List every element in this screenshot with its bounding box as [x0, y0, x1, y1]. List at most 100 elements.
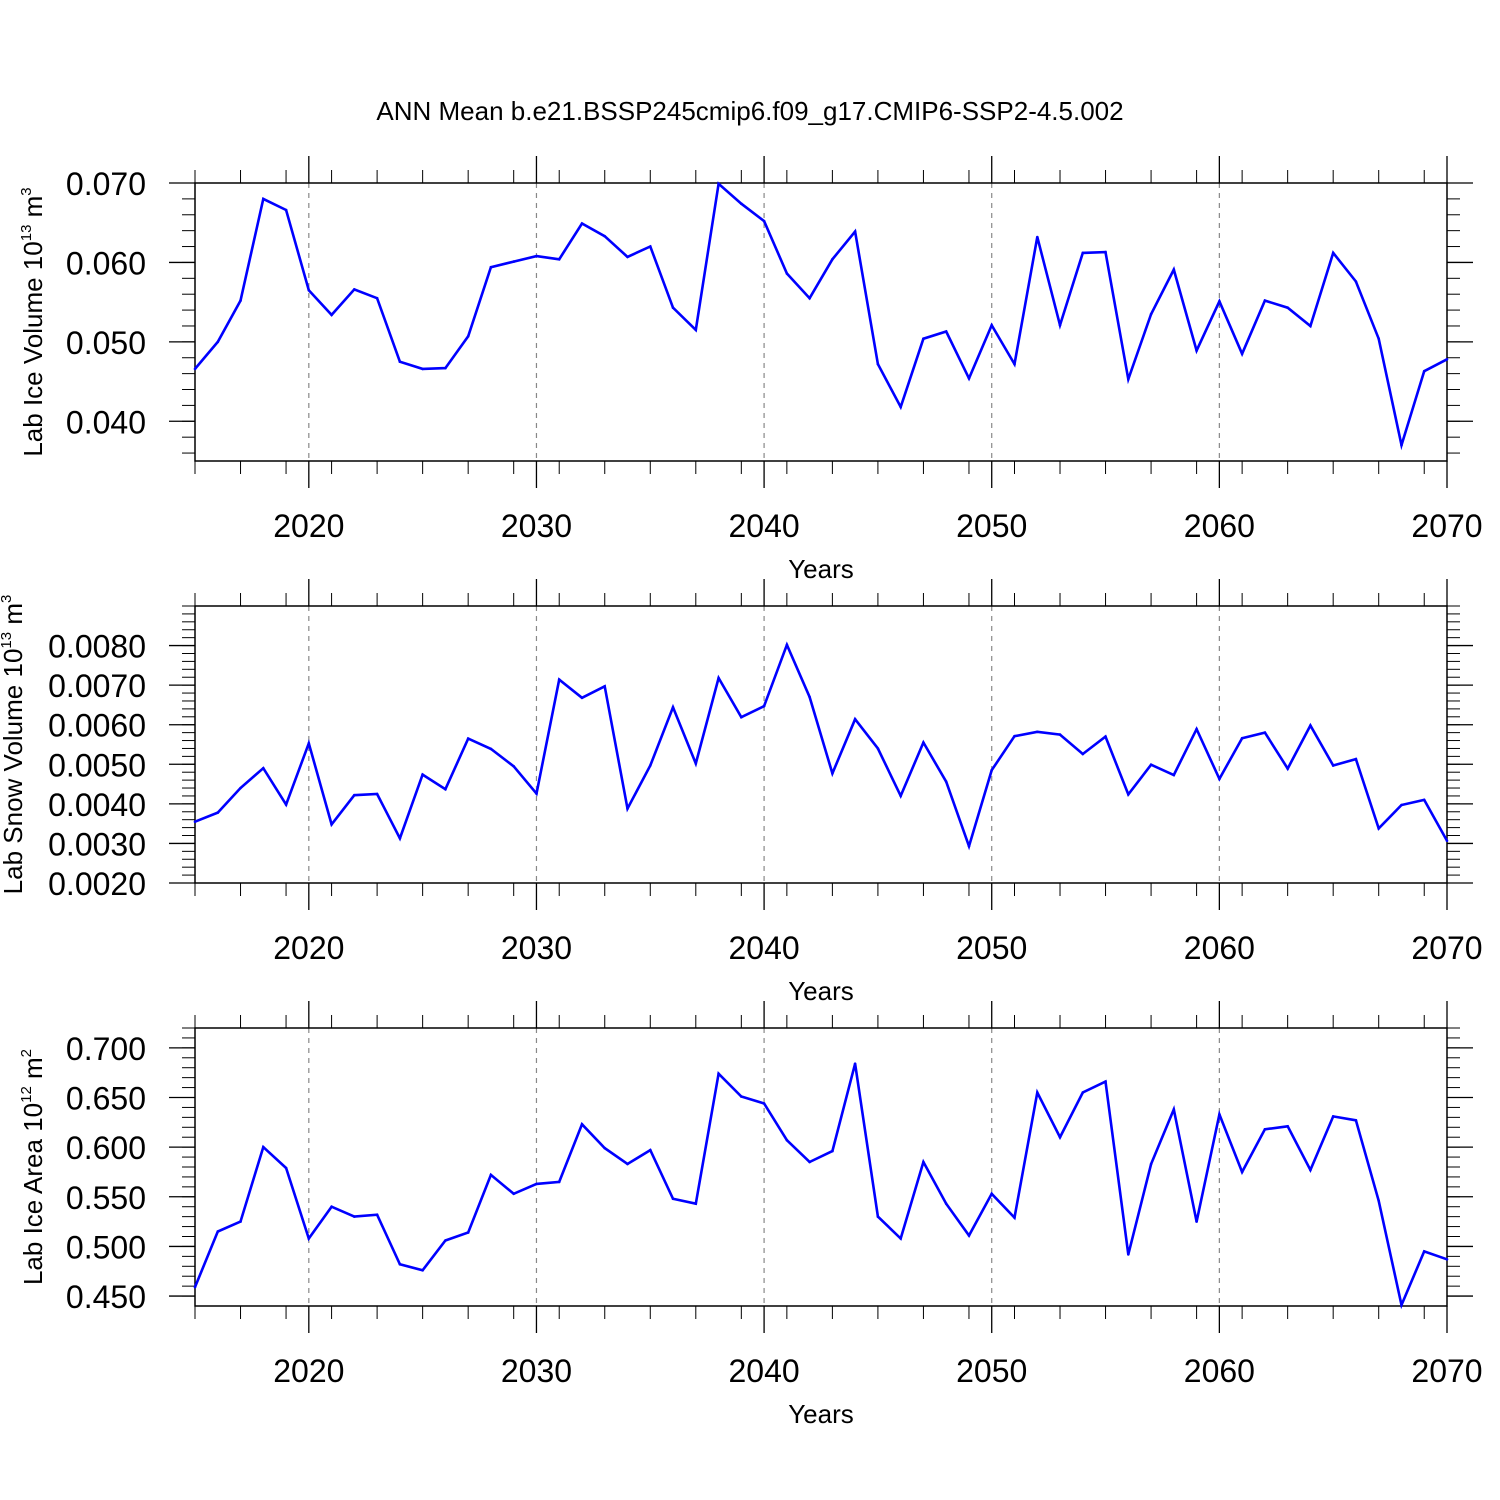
data-point — [694, 762, 698, 765]
data-point — [307, 288, 311, 292]
data-point — [1286, 767, 1289, 770]
data-point — [1104, 250, 1107, 254]
data-point — [535, 792, 538, 795]
data-point — [239, 1220, 242, 1223]
data-point — [785, 272, 789, 275]
y-axis-label: Lab Ice Volume 1013 m3 — [18, 187, 48, 456]
data-point — [1195, 727, 1198, 731]
data-point — [922, 1160, 925, 1164]
y-axis-label: Lab Snow Volume 1013 m3 — [0, 595, 28, 895]
data-point — [1263, 1128, 1267, 1131]
data-point — [557, 258, 561, 261]
data-point — [853, 717, 857, 721]
x-tick-label: 2020 — [273, 1353, 344, 1389]
data-point — [944, 1202, 948, 1205]
y-tick-label: 0.700 — [66, 1031, 146, 1067]
data-point — [1422, 1250, 1426, 1253]
data-point — [1400, 1303, 1403, 1307]
data-point — [922, 337, 925, 341]
panels: 2020 2030 2040 2050 2060 2070 Years 0.040 0.050 0… — [0, 156, 1483, 1429]
data-point — [330, 1205, 333, 1208]
data-point — [1195, 349, 1198, 352]
data-point — [557, 1180, 561, 1184]
data-point — [626, 255, 629, 259]
data-point — [1309, 324, 1312, 328]
data-point — [899, 1237, 902, 1240]
y-axis-label: Lab Ice Area 1012 m2 — [18, 1049, 48, 1285]
data-point — [1331, 764, 1335, 767]
y-axis-label-unit: m — [18, 1057, 48, 1086]
data-point — [990, 768, 993, 772]
data-point — [1354, 757, 1358, 761]
data-point — [1354, 280, 1358, 283]
data-point — [1240, 1170, 1244, 1174]
y-tick-label: 0.500 — [66, 1229, 146, 1265]
data-point — [353, 793, 356, 797]
data-point — [899, 405, 902, 409]
figure-title: ANN Mean b.e21.BSSP245cmip6.f09_g17.CMIP… — [376, 96, 1123, 126]
y-axis-label-text: Lab Snow Volume 10 — [0, 649, 28, 895]
data-point — [1445, 839, 1449, 842]
data-point — [1309, 724, 1312, 727]
data-point — [466, 335, 470, 338]
data-point — [831, 772, 834, 775]
data-point — [444, 1239, 447, 1242]
data-point — [853, 1062, 857, 1065]
data-point — [785, 1138, 789, 1142]
x-tick-label: 2050 — [956, 930, 1027, 966]
x-tick-label: 2020 — [273, 930, 344, 966]
data-point — [603, 1146, 606, 1150]
data-point — [831, 1149, 834, 1153]
y-tick-label: 0.040 — [66, 404, 146, 440]
data-point — [967, 377, 971, 380]
x-tick-label: 2040 — [728, 508, 799, 544]
data-point — [717, 1072, 720, 1075]
data-point — [1058, 1135, 1062, 1139]
data-point — [1377, 827, 1380, 830]
data-point — [239, 299, 242, 302]
data-point — [262, 1145, 265, 1149]
data-point — [284, 1166, 288, 1170]
data-point — [967, 1234, 971, 1237]
data-point — [808, 695, 811, 699]
y-axis-label-exponent: 13 — [0, 632, 15, 649]
data-point — [1013, 1216, 1016, 1219]
data-point — [330, 823, 333, 826]
data-point — [444, 366, 447, 370]
data-point — [762, 219, 766, 223]
data-point — [603, 685, 606, 688]
data-point — [1422, 369, 1426, 373]
x-tick-label: 2060 — [1184, 508, 1255, 544]
series-line — [193, 1063, 1448, 1310]
data-point — [649, 245, 652, 248]
data-point — [535, 254, 538, 258]
data-point — [239, 786, 242, 790]
data-point — [353, 288, 356, 291]
data-point — [421, 773, 424, 776]
data-point — [876, 362, 880, 366]
data-point — [375, 1213, 379, 1216]
data-point — [717, 182, 720, 186]
y-tick-label: 0.450 — [66, 1279, 146, 1315]
data-point — [671, 306, 675, 310]
data-point — [853, 230, 857, 233]
chart-panel-1: 2020 2030 2040 2050 2060 2070 Years 0.040 0.050 0… — [18, 156, 1483, 584]
y-axis-label-unit-exponent: 2 — [18, 1049, 35, 1057]
x-tick-label: 2070 — [1411, 1353, 1482, 1389]
data-point — [193, 820, 197, 823]
data-point — [1218, 300, 1221, 303]
data-point — [1331, 251, 1335, 255]
data-point — [1081, 1091, 1085, 1094]
data-point — [762, 704, 766, 708]
data-point — [262, 197, 265, 201]
data-point — [944, 780, 948, 783]
data-point — [1036, 730, 1039, 734]
plot-frame — [194, 1027, 1448, 1307]
x-tick-label: 2050 — [956, 1353, 1027, 1389]
chart-panel-3: 2020 2030 2040 2050 2060 2070 Years 0.450 0.500 0… — [18, 1001, 1483, 1429]
data-point — [489, 1173, 493, 1177]
x-axis-label: Years — [788, 1399, 854, 1429]
data-point — [1058, 733, 1062, 736]
y-tick-label: 0.070 — [66, 166, 146, 202]
data-point — [990, 1192, 993, 1196]
